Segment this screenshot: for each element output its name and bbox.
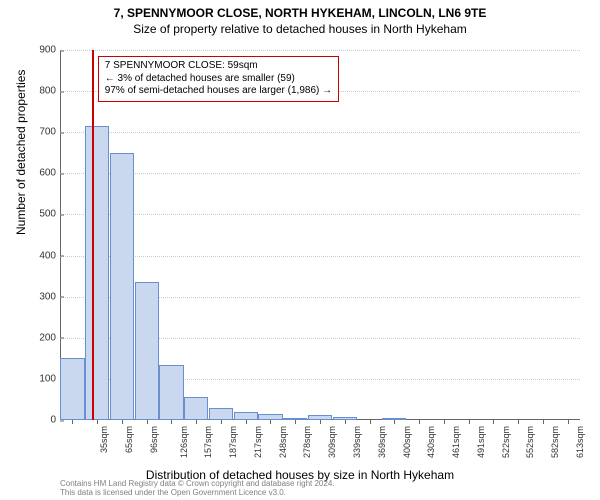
x-tick-mark xyxy=(345,420,346,424)
y-tick-label: 200 xyxy=(39,332,60,343)
footer-line-2: This data is licensed under the Open Gov… xyxy=(60,489,335,498)
x-tick-mark xyxy=(419,420,420,424)
x-tick-label: 309sqm xyxy=(327,426,337,458)
annotation-box: 7 SPENNYMOOR CLOSE: 59sqm← 3% of detache… xyxy=(98,56,339,102)
gridline xyxy=(60,50,580,51)
y-axis-label: Number of detached properties xyxy=(14,70,28,235)
x-tick-mark xyxy=(469,420,470,424)
x-tick-label: 248sqm xyxy=(278,426,288,458)
x-tick-mark xyxy=(270,420,271,424)
gridline xyxy=(60,173,580,174)
x-tick-label: 582sqm xyxy=(550,426,560,458)
x-tick-label: 461sqm xyxy=(451,426,461,458)
x-tick-mark xyxy=(196,420,197,424)
histogram-bar xyxy=(110,153,134,420)
x-tick-label: 126sqm xyxy=(179,426,189,458)
y-tick-label: 900 xyxy=(39,45,60,56)
y-tick-label: 100 xyxy=(39,373,60,384)
x-tick-mark xyxy=(246,420,247,424)
y-tick-label: 600 xyxy=(39,168,60,179)
x-tick-label: 157sqm xyxy=(203,426,213,458)
x-tick-label: 613sqm xyxy=(575,426,585,458)
histogram-bar xyxy=(184,397,208,420)
x-tick-label: 187sqm xyxy=(228,426,238,458)
y-tick-label: 700 xyxy=(39,127,60,138)
title-main: 7, SPENNYMOOR CLOSE, NORTH HYKEHAM, LINC… xyxy=(0,6,600,20)
histogram-bar xyxy=(209,408,233,420)
x-tick-label: 491sqm xyxy=(476,426,486,458)
x-tick-label: 400sqm xyxy=(402,426,412,458)
x-tick-label: 430sqm xyxy=(426,426,436,458)
histogram-bar xyxy=(135,282,159,420)
x-tick-mark xyxy=(171,420,172,424)
x-tick-mark xyxy=(543,420,544,424)
x-tick-label: 217sqm xyxy=(253,426,263,458)
y-tick-label: 400 xyxy=(39,250,60,261)
reference-line xyxy=(92,50,94,420)
histogram-bar xyxy=(234,412,258,420)
x-tick-mark xyxy=(221,420,222,424)
x-tick-mark xyxy=(320,420,321,424)
x-tick-mark xyxy=(295,420,296,424)
x-tick-label: 65sqm xyxy=(124,426,134,453)
x-tick-mark xyxy=(394,420,395,424)
x-tick-label: 522sqm xyxy=(501,426,511,458)
annotation-line-2: ← 3% of detached houses are smaller (59) xyxy=(105,73,332,86)
x-tick-label: 552sqm xyxy=(525,426,535,458)
x-tick-mark xyxy=(493,420,494,424)
x-tick-mark xyxy=(97,420,98,424)
gridline xyxy=(60,132,580,133)
annotation-line-1: 7 SPENNYMOOR CLOSE: 59sqm xyxy=(105,60,332,73)
x-tick-mark xyxy=(370,420,371,424)
histogram-bar xyxy=(85,126,109,420)
y-tick-label: 800 xyxy=(39,86,60,97)
gridline xyxy=(60,214,580,215)
x-tick-mark xyxy=(518,420,519,424)
x-tick-label: 35sqm xyxy=(99,426,109,453)
x-tick-mark xyxy=(444,420,445,424)
histogram-bar xyxy=(60,358,84,420)
x-tick-label: 278sqm xyxy=(303,426,313,458)
y-tick-label: 0 xyxy=(50,415,60,426)
title-sub: Size of property relative to detached ho… xyxy=(0,22,600,36)
histogram-bar xyxy=(159,365,183,421)
chart-titles: 7, SPENNYMOOR CLOSE, NORTH HYKEHAM, LINC… xyxy=(0,0,600,36)
x-tick-label: 369sqm xyxy=(377,426,387,458)
x-tick-mark xyxy=(568,420,569,424)
x-tick-mark xyxy=(122,420,123,424)
histogram-chart: 010020030040050060070080090035sqm65sqm96… xyxy=(60,50,580,420)
footer-attribution: Contains HM Land Registry data © Crown c… xyxy=(60,480,335,498)
y-tick-label: 500 xyxy=(39,209,60,220)
y-tick-label: 300 xyxy=(39,291,60,302)
x-tick-label: 339sqm xyxy=(352,426,362,458)
x-tick-mark xyxy=(72,420,73,424)
x-tick-label: 96sqm xyxy=(149,426,159,453)
gridline xyxy=(60,256,580,257)
x-tick-mark xyxy=(147,420,148,424)
annotation-line-3: 97% of semi-detached houses are larger (… xyxy=(105,85,332,98)
plot-area: 010020030040050060070080090035sqm65sqm96… xyxy=(60,50,580,420)
